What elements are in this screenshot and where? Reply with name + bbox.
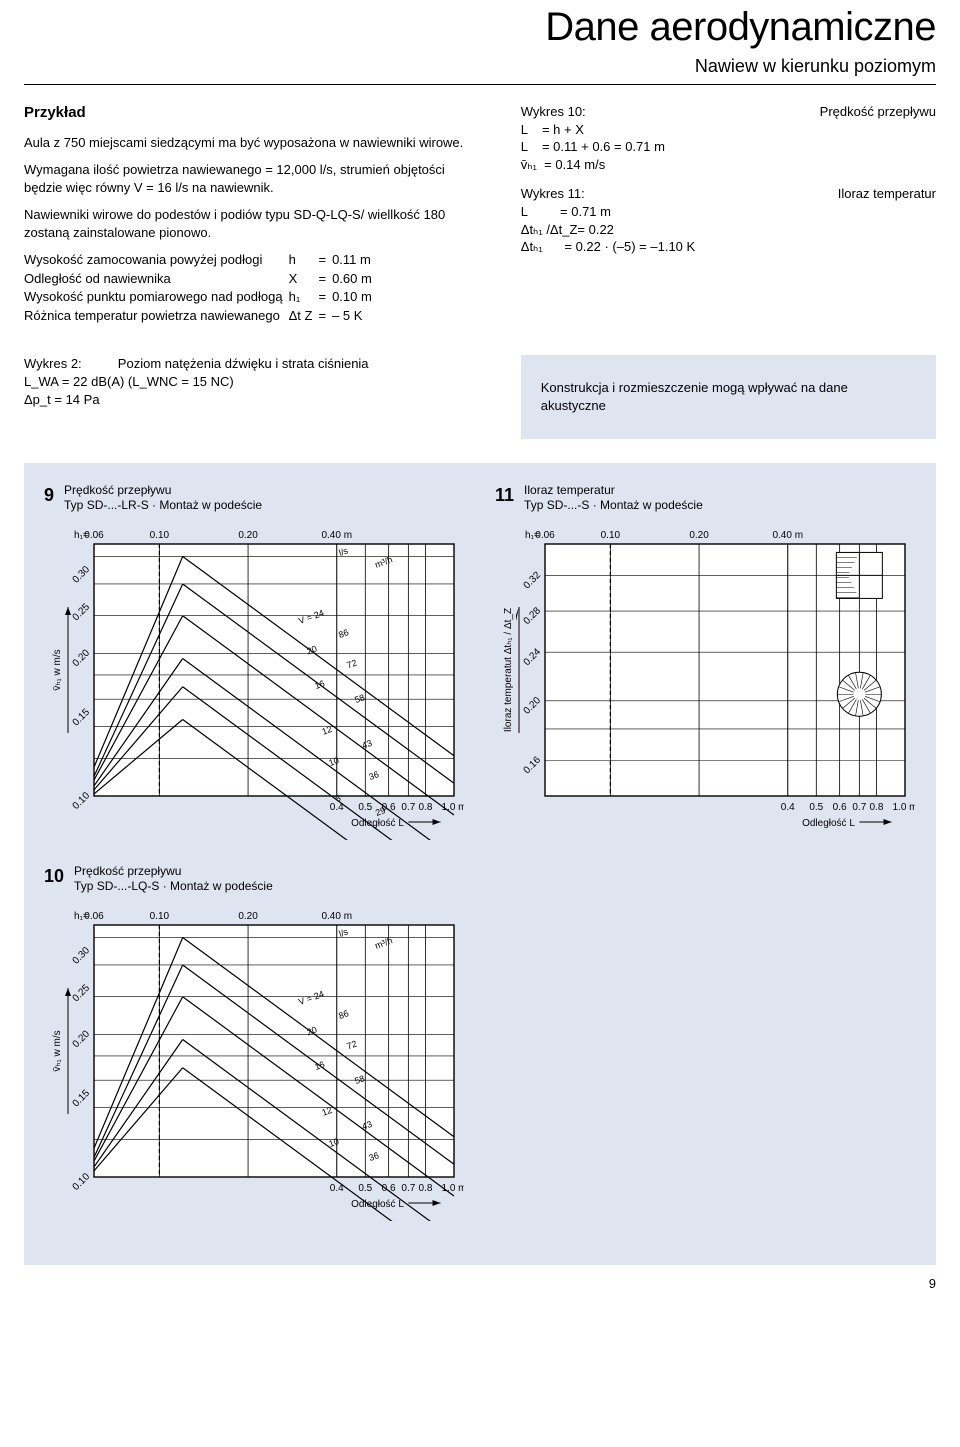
svg-text:0.4: 0.4 bbox=[330, 802, 344, 813]
svg-text:0.28: 0.28 bbox=[522, 605, 544, 627]
wykres10-head: Wykres 10: bbox=[521, 103, 665, 121]
svg-text:1.0 m: 1.0 m bbox=[892, 802, 915, 813]
svg-text:0.06: 0.06 bbox=[84, 530, 104, 541]
chart-number: 9 bbox=[44, 483, 54, 507]
svg-text:0.20: 0.20 bbox=[689, 530, 709, 541]
example-p2: Wymagana ilość powietrza nawiewanego = 1… bbox=[24, 161, 481, 196]
svg-text:v̄ₕ₁ w m/s: v̄ₕ₁ w m/s bbox=[52, 649, 63, 690]
svg-text:0.30: 0.30 bbox=[71, 564, 93, 586]
results-column: Wykres 10: L = h + X L = 0.11 + 0.6 = 0.… bbox=[521, 103, 936, 325]
wykres10-line: v̄ₕ₁ = 0.14 m/s bbox=[521, 156, 665, 174]
svg-text:0.7: 0.7 bbox=[401, 802, 415, 813]
svg-text:0.6: 0.6 bbox=[833, 802, 847, 813]
svg-text:0.15: 0.15 bbox=[71, 1087, 93, 1109]
svg-text:0.10: 0.10 bbox=[150, 911, 170, 922]
svg-text:0.5: 0.5 bbox=[358, 802, 372, 813]
wykres10-line: L = 0.11 + 0.6 = 0.71 m bbox=[521, 138, 665, 156]
chart-10: 10 Prędkość przepływu Typ SD-...-LQ-S · … bbox=[44, 864, 465, 1221]
chart-title-l2: Typ SD-...-LR-S · Montaż w podeście bbox=[64, 498, 262, 512]
page-title: Dane aerodynamiczne bbox=[24, 0, 936, 54]
acoustic-note: Konstrukcja i rozmieszczenie mogą wpływa… bbox=[521, 355, 936, 438]
svg-text:0.6: 0.6 bbox=[382, 802, 396, 813]
example-heading: Przykład bbox=[24, 103, 481, 123]
svg-text:Odległość L: Odległość L bbox=[351, 1199, 404, 1210]
svg-text:0.40 m: 0.40 m bbox=[772, 530, 803, 541]
wykres2-head: Wykres 2: bbox=[24, 356, 82, 371]
page-header: Dane aerodynamiczne Nawiew w kierunku po… bbox=[24, 0, 936, 78]
header-rule bbox=[24, 84, 936, 85]
wykres11-line: L = 0.71 m bbox=[521, 203, 695, 221]
example-p1: Aula z 750 miejscami siedzącymi ma być w… bbox=[24, 134, 481, 152]
svg-text:0.16: 0.16 bbox=[522, 754, 544, 776]
svg-text:0.20: 0.20 bbox=[238, 530, 258, 541]
chart-title-l1: Prędkość przepływu bbox=[64, 483, 171, 497]
chart-number: 10 bbox=[44, 864, 64, 888]
svg-text:0.40 m: 0.40 m bbox=[321, 911, 352, 922]
wykres2-l2: Δp_t = 14 Pa bbox=[24, 392, 100, 407]
svg-text:0.10: 0.10 bbox=[71, 1171, 93, 1193]
svg-text:0.5: 0.5 bbox=[809, 802, 823, 813]
wykres10-line: L = h + X bbox=[521, 121, 665, 139]
chart-9: 9 Prędkość przepływu Typ SD-...-LR-S · M… bbox=[44, 483, 465, 840]
svg-text:0.15: 0.15 bbox=[71, 706, 93, 728]
page-subtitle: Nawiew w kierunku poziomym bbox=[24, 54, 936, 78]
svg-text:0.06: 0.06 bbox=[535, 530, 555, 541]
svg-text:0.4: 0.4 bbox=[330, 1183, 344, 1194]
svg-text:0.10: 0.10 bbox=[150, 530, 170, 541]
chart-title-l1: Prędkość przepływu bbox=[74, 864, 181, 878]
svg-text:0.20: 0.20 bbox=[71, 1028, 93, 1050]
svg-text:0.24: 0.24 bbox=[522, 646, 544, 668]
param-row: Różnica temperatur powietrza nawiewanego… bbox=[24, 307, 378, 326]
params-table: Wysokość zamocowania powyżej podłogih=0.… bbox=[24, 251, 378, 325]
svg-text:0.5: 0.5 bbox=[358, 1183, 372, 1194]
svg-text:0.20: 0.20 bbox=[238, 911, 258, 922]
wykres2-block: Wykres 2: Poziom natężenia dźwięku i str… bbox=[24, 355, 481, 408]
svg-text:0.8: 0.8 bbox=[418, 802, 432, 813]
param-row: Wysokość punktu pomiarowego nad podłogąh… bbox=[24, 288, 378, 307]
svg-text:0.06: 0.06 bbox=[84, 911, 104, 922]
param-row: Wysokość zamocowania powyżej podłogih=0.… bbox=[24, 251, 378, 270]
svg-text:0.4: 0.4 bbox=[781, 802, 795, 813]
wykres10-tag: Prędkość przepływu bbox=[820, 103, 936, 173]
svg-text:0.7: 0.7 bbox=[401, 1183, 415, 1194]
chart-11: 11 Iloraz temperatur Typ SD-...-S · Mont… bbox=[495, 483, 916, 840]
svg-text:0.7: 0.7 bbox=[852, 802, 866, 813]
svg-text:Iloraz temperatut Δtₕ₁ / Δt_Z: Iloraz temperatut Δtₕ₁ / Δt_Z bbox=[503, 608, 514, 732]
chart-title-l2: Typ SD-...-S · Montaż w podeście bbox=[524, 498, 703, 512]
svg-text:Odległość L: Odległość L bbox=[351, 818, 404, 829]
svg-text:0.32: 0.32 bbox=[522, 569, 544, 591]
chart-number: 11 bbox=[495, 483, 514, 507]
svg-text:Odległość L: Odległość L bbox=[802, 818, 855, 829]
chart-title-l1: Iloraz temperatur bbox=[524, 483, 615, 497]
svg-text:0.25: 0.25 bbox=[71, 601, 93, 623]
wykres11-line: Δtₕ₁ /Δt_Z= 0.22 bbox=[521, 221, 695, 239]
example-p3: Nawiewniki wirowe do podestów i podiów t… bbox=[24, 206, 481, 241]
wykres2-l1: L_WA = 22 dB(A) (L_WNC = 15 NC) bbox=[24, 374, 234, 389]
svg-text:1.0 m: 1.0 m bbox=[441, 802, 464, 813]
wykres11-line: Δtₕ₁ = 0.22 · (–5) = –1.10 K bbox=[521, 238, 695, 256]
charts-panel: 9 Prędkość przepływu Typ SD-...-LR-S · M… bbox=[24, 463, 936, 1265]
wykres11-head: Wykres 11: bbox=[521, 185, 695, 203]
svg-text:0.10: 0.10 bbox=[601, 530, 621, 541]
page-number: 9 bbox=[24, 1275, 936, 1293]
chart-title-l2: Typ SD-...-LQ-S · Montaż w podeście bbox=[74, 879, 273, 893]
svg-text:0.10: 0.10 bbox=[71, 790, 93, 812]
svg-text:0.30: 0.30 bbox=[71, 945, 93, 967]
param-row: Odległość od nawiewnikaX=0.60 m bbox=[24, 270, 378, 289]
svg-text:v̄ₕ₁ w m/s: v̄ₕ₁ w m/s bbox=[52, 1030, 63, 1071]
svg-text:0.6: 0.6 bbox=[382, 1183, 396, 1194]
svg-text:0.40 m: 0.40 m bbox=[321, 530, 352, 541]
svg-text:0.8: 0.8 bbox=[869, 802, 883, 813]
svg-text:1.0 m: 1.0 m bbox=[441, 1183, 464, 1194]
svg-text:0.20: 0.20 bbox=[522, 695, 544, 717]
wykres2-text: Poziom natężenia dźwięku i strata ciśnie… bbox=[118, 356, 369, 371]
example-column: Przykład Aula z 750 miejscami siedzącymi… bbox=[24, 103, 481, 325]
svg-text:0.25: 0.25 bbox=[71, 982, 93, 1004]
svg-text:0.8: 0.8 bbox=[418, 1183, 432, 1194]
wykres11-tag: Iloraz temperatur bbox=[838, 185, 936, 255]
svg-text:0.20: 0.20 bbox=[71, 647, 93, 669]
